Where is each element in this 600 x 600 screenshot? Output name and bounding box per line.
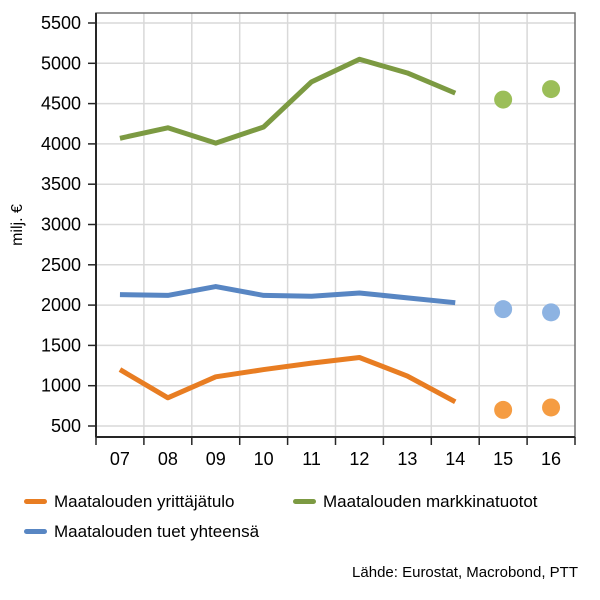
y-tick-label: 4500	[41, 94, 81, 114]
legend-item-yrittajatulo: Maatalouden yrittäjätulo	[24, 491, 293, 512]
legend: Maatalouden yrittäjätulo Maatalouden mar…	[24, 491, 538, 542]
y-tick-label: 500	[51, 416, 81, 436]
source-note: Lähde: Eurostat, Macrobond, PTT	[352, 564, 578, 581]
y-axis-title: milj. €	[9, 204, 26, 246]
series-line-2	[119, 56, 457, 146]
series-dot-0	[542, 398, 561, 417]
y-tick-label: 1000	[41, 376, 81, 396]
x-tick-label: 09	[206, 449, 226, 469]
legend-dash-blue	[24, 529, 47, 534]
series-dot-1	[542, 303, 561, 322]
series-dot-2	[494, 90, 513, 109]
legend-item-tuet: Maatalouden tuet yhteensä	[24, 521, 293, 542]
x-tick-label: 16	[541, 449, 561, 469]
legend-label-yrittajatulo: Maatalouden yrittäjätulo	[54, 492, 235, 511]
legend-item-markkinatuotot: Maatalouden markkinatuotot	[293, 491, 538, 512]
y-tick-label: 1500	[41, 335, 81, 355]
legend-dash-orange	[24, 499, 47, 504]
series-line-0	[118, 354, 457, 405]
x-tick-label: 11	[302, 449, 321, 469]
x-tick-label: 15	[493, 449, 513, 469]
y-tick-label: 3500	[41, 174, 81, 194]
series-dot-0	[494, 400, 513, 419]
series-dot-1	[494, 300, 513, 319]
y-tick-label: 2500	[41, 255, 81, 275]
y-tick-label: 3000	[41, 215, 81, 235]
y-tick-label: 5000	[41, 53, 81, 73]
x-tick-label: 12	[349, 449, 369, 469]
chart-svg: milj. € 500 1000 1500 2000 2500 3000 3500 4000 4…	[9, 12, 576, 469]
legend-label-markkinatuotot: Maatalouden markkinatuotot	[323, 492, 538, 511]
legend-dash-green	[293, 499, 316, 504]
legend-label-tuet: Maatalouden tuet yhteensä	[54, 522, 260, 541]
x-tick-label: 08	[158, 449, 178, 469]
x-tick-label: 14	[445, 449, 465, 469]
x-tick-label: 10	[254, 449, 274, 469]
series-dot-2	[542, 80, 561, 99]
y-tick-label: 2000	[41, 295, 81, 315]
y-tick-label: 4000	[41, 134, 81, 154]
x-tick-label: 07	[110, 449, 130, 469]
x-tick-label: 13	[397, 449, 417, 469]
series-line-1	[119, 284, 456, 306]
y-tick-label: 5500	[41, 13, 81, 33]
